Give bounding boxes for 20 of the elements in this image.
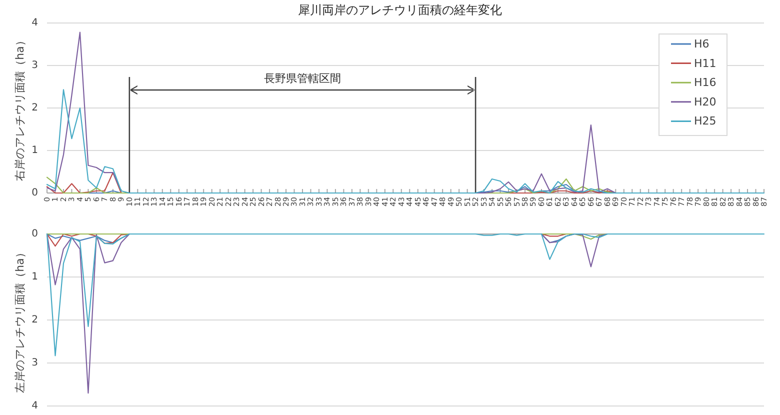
y-axis-title: 右岸のアレチウリ面積（ha） [14, 35, 26, 181]
legend-label: H16 [694, 76, 716, 90]
line-series [46, 233, 765, 356]
y-tick-label: 1 [32, 145, 38, 156]
y-tick-label: 3 [32, 60, 38, 71]
y-tick-label: 2 [32, 314, 38, 326]
y-tick-label: 3 [32, 358, 38, 368]
y-tick-label: 4 [32, 18, 38, 28]
chart-title: 犀川両岸のアレチウリ面積の経年変化 [298, 3, 502, 17]
line-series [46, 89, 765, 194]
y-tick-label: 4 [32, 400, 38, 412]
y-tick-label: 2 [32, 102, 38, 114]
annotation: 長野県管轄区間 [264, 72, 341, 85]
legend-label: H20 [694, 95, 716, 108]
y-tick-label: 0 [32, 228, 38, 240]
legend-label: H25 [694, 114, 716, 128]
y-tick-label: 1 [32, 272, 38, 282]
legend-label: H11 [694, 56, 716, 70]
legend-label: H6 [694, 38, 710, 50]
y-axis-title: 左岸のアレチウリ面積（ha） [14, 247, 26, 393]
